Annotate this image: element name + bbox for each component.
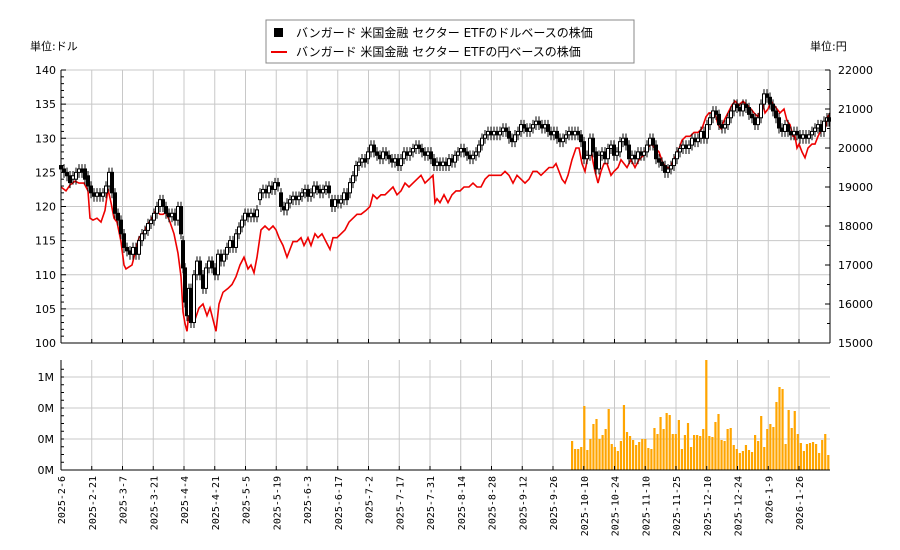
svg-text:2025-10-10: 2025-10-10 — [580, 476, 591, 536]
svg-text:16000: 16000 — [838, 298, 873, 311]
svg-text:130: 130 — [35, 132, 56, 145]
svg-text:0M: 0M — [38, 402, 55, 415]
svg-text:120: 120 — [35, 201, 56, 214]
volume-axis-labels: 0M 0M 0M 1M — [38, 371, 55, 477]
legend-box — [265, 19, 635, 64]
svg-text:2025-9-26: 2025-9-26 — [549, 476, 560, 530]
svg-text:20000: 20000 — [838, 142, 873, 155]
volume-bars — [571, 360, 830, 470]
svg-text:135: 135 — [35, 98, 56, 111]
right-axis-labels: 15000 16000 17000 18000 19000 20000 21000 22000 — [838, 64, 873, 350]
svg-text:2025-6-17: 2025-6-17 — [334, 476, 345, 530]
svg-text:2025-7-17: 2025-7-17 — [395, 476, 406, 530]
usd-square-marker-icon — [274, 28, 283, 37]
svg-text:2025-12-24: 2025-12-24 — [734, 476, 745, 536]
svg-text:0M: 0M — [38, 433, 55, 446]
svg-text:19000: 19000 — [838, 181, 873, 194]
svg-text:21000: 21000 — [838, 103, 873, 116]
legend-usd-label: バンガード 米国金融 セクター ETFのドルベースの株価 — [296, 25, 593, 40]
svg-text:2025-9-12: 2025-9-12 — [518, 476, 529, 530]
legend: バンガード 米国金融 セクター ETFのドルベースの株価 バンガード 米国金融 … — [265, 19, 635, 64]
svg-text:2025-3-7: 2025-3-7 — [119, 476, 130, 524]
volume-axes — [60, 360, 830, 471]
svg-text:110: 110 — [35, 269, 56, 282]
legend-jpy-label: バンガード 米国金融 セクター ETFの円ベースの株価 — [296, 44, 581, 59]
svg-text:2025-8-14: 2025-8-14 — [457, 476, 468, 530]
svg-text:17000: 17000 — [838, 259, 873, 272]
svg-text:2025-4-4: 2025-4-4 — [180, 476, 191, 524]
svg-text:18000: 18000 — [838, 220, 873, 233]
x-axis-date-labels: 2025-2-6 2025-2-21 2025-3-7 2025-3-21 2025-4… — [57, 476, 806, 536]
svg-text:1M: 1M — [38, 371, 55, 384]
volume-gridlines — [61, 360, 830, 470]
svg-text:2026-1-26: 2026-1-26 — [795, 476, 806, 530]
svg-text:0M: 0M — [38, 464, 55, 477]
svg-text:2025-11-10: 2025-11-10 — [641, 476, 652, 536]
svg-text:2025-10-24: 2025-10-24 — [611, 476, 622, 536]
svg-text:2025-7-31: 2025-7-31 — [426, 476, 437, 530]
svg-text:15000: 15000 — [838, 337, 873, 350]
right-unit-label: 単位:円 — [810, 39, 847, 53]
svg-text:2025-8-28: 2025-8-28 — [488, 476, 499, 530]
left-axis-labels: 100 105 110 115 120 125 130 135 140 — [35, 64, 56, 350]
svg-text:2026-1-9: 2026-1-9 — [764, 476, 775, 524]
usd-candlesticks — [59, 89, 831, 328]
svg-text:2025-4-21: 2025-4-21 — [211, 476, 222, 530]
axis-ticks — [60, 69, 830, 471]
left-unit-label: 単位:ドル — [30, 39, 78, 53]
svg-text:2025-6-3: 2025-6-3 — [303, 476, 314, 524]
svg-text:2025-3-21: 2025-3-21 — [149, 476, 160, 530]
svg-text:2025-5-19: 2025-5-19 — [272, 476, 283, 530]
svg-text:22000: 22000 — [838, 64, 873, 77]
svg-text:2025-7-2: 2025-7-2 — [365, 476, 376, 524]
svg-text:140: 140 — [35, 64, 56, 77]
svg-text:2025-11-25: 2025-11-25 — [672, 476, 683, 536]
svg-text:100: 100 — [35, 337, 56, 350]
svg-text:2025-12-10: 2025-12-10 — [703, 476, 714, 536]
svg-text:2025-2-6: 2025-2-6 — [57, 476, 68, 524]
svg-text:125: 125 — [35, 166, 56, 179]
svg-text:2025-2-21: 2025-2-21 — [88, 476, 99, 530]
svg-text:2025-5-5: 2025-5-5 — [242, 476, 253, 524]
svg-text:105: 105 — [35, 303, 56, 316]
svg-text:115: 115 — [35, 235, 56, 248]
